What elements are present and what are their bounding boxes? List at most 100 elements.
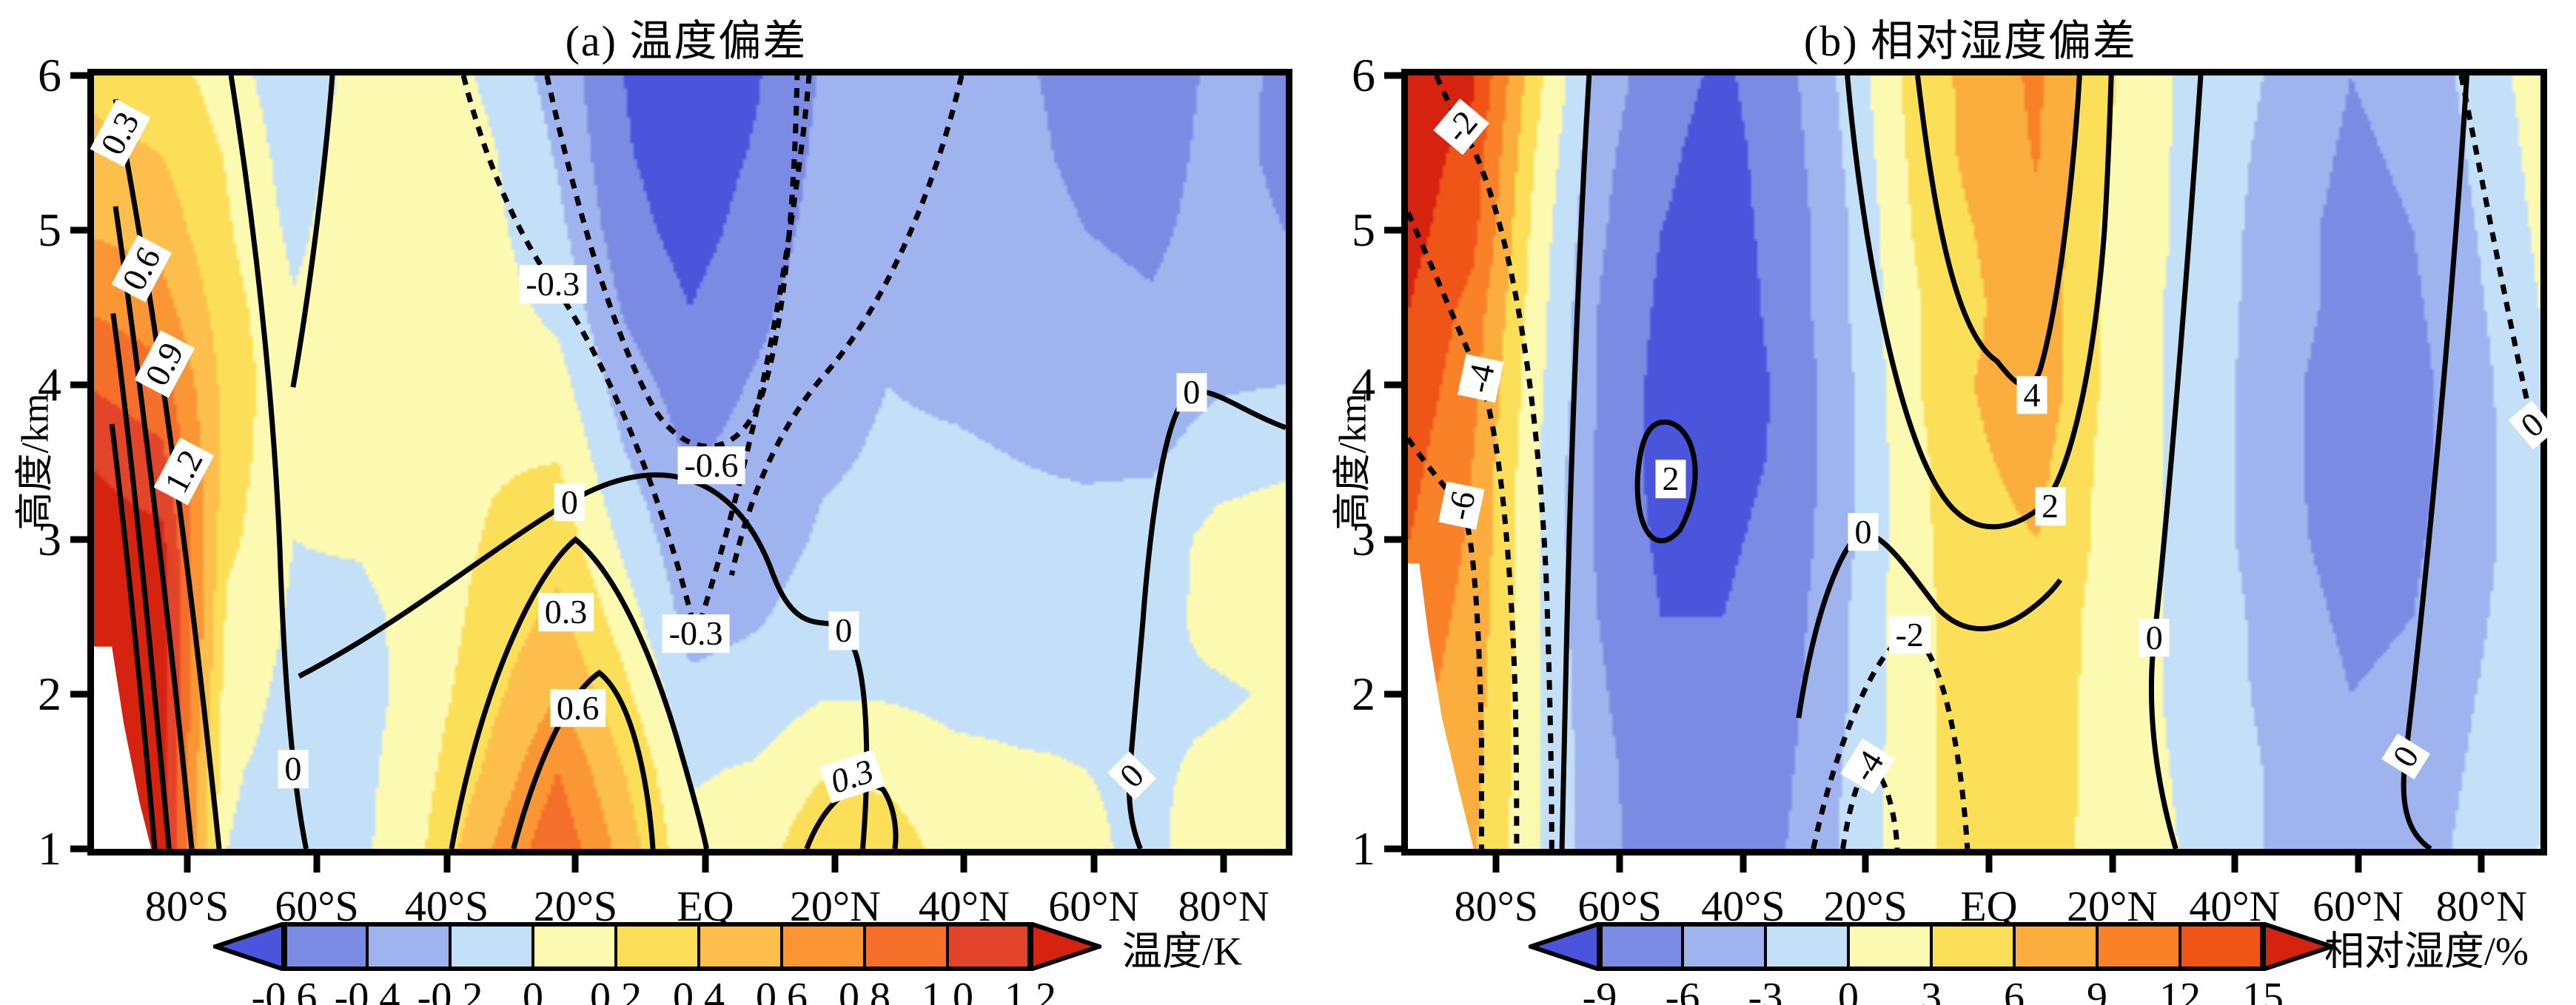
contour-line-0.9-left — [113, 314, 170, 849]
colorbar-cell — [697, 922, 783, 971]
contour-line-0-northeast — [1129, 391, 1286, 849]
panel-b-filled-contours — [1408, 75, 2540, 849]
colorbar-a — [213, 922, 1101, 971]
colorbar-tick-label: 9 — [2087, 975, 2107, 1005]
contour-line--4-mid — [1843, 765, 1897, 849]
colorbar-cell — [1847, 922, 1933, 971]
x-tick-mark — [1492, 849, 1500, 873]
colorbar-arrow-right — [1028, 922, 1101, 971]
colorbar-tick-label: 6 — [2004, 975, 2025, 1005]
y-tick-label: 6 — [1352, 49, 1375, 101]
colorbar-tick-label: 0.6 — [756, 975, 808, 1005]
y-tick-label: 2 — [1352, 668, 1375, 720]
x-tick-label: 80°S — [1454, 882, 1539, 930]
colorbar-tick-label: 0 — [523, 975, 543, 1005]
x-tick-label: 80°N — [1178, 882, 1269, 930]
y-tick-mark — [70, 72, 94, 79]
x-tick-mark — [831, 849, 839, 873]
x-tick-mark — [2355, 849, 2362, 873]
x-tick-label: 60°N — [2312, 882, 2404, 930]
x-tick-mark — [2109, 849, 2116, 873]
contour-line--2-left — [1436, 75, 1552, 849]
contour-line-0-mid — [299, 475, 867, 849]
panel-b-plot-area: -2 -4 -6 2 0 4 2 -2 0 -4 0 0 80°S 60°S 40°S 20°S EQ 20°N… — [1352, 49, 2557, 930]
contour-line-2-loop — [1637, 422, 1695, 541]
contour-line-0-right-edge — [2461, 75, 2532, 426]
y-tick-label: 1 — [1352, 822, 1375, 875]
contour-line-0.3-left — [115, 99, 219, 849]
y-tick-label: 3 — [1352, 513, 1375, 565]
x-tick-mark — [1220, 849, 1227, 873]
x-tick-mark — [960, 849, 967, 873]
contour-line--2-mid — [1814, 635, 1968, 849]
y-tick-label: 5 — [38, 204, 61, 256]
panel-a-contour-lines — [94, 75, 1286, 849]
colorbar-arrow-left — [1529, 922, 1602, 971]
contour-line-0-southern — [231, 75, 306, 849]
colorbar-a-unit: 温度/K — [1122, 929, 1242, 974]
colorbar-cell — [1930, 922, 2016, 971]
y-tick-mark — [1384, 536, 1408, 543]
panel-a-title: (a) 温度偏差 — [565, 17, 808, 65]
colorbar-tick-label: 12 — [2159, 975, 2201, 1005]
x-tick-mark — [1862, 849, 1869, 873]
colorbar-tick-label: 1.0 — [922, 975, 973, 1005]
colorbar-cell — [1764, 922, 1850, 971]
colorbar-tick-label: 15 — [2242, 975, 2284, 1005]
contour-line-0.3-mid — [452, 540, 707, 849]
colorbar-tick-label: -0.4 — [334, 975, 400, 1005]
colorbar-frame — [281, 922, 1033, 971]
y-tick-mark — [70, 690, 94, 698]
contour-line-0.6-mid — [514, 673, 653, 849]
y-tick-mark — [1384, 845, 1408, 853]
colorbar-tick-label: 0.4 — [673, 975, 725, 1005]
y-tick-mark — [1384, 690, 1408, 698]
colorbar-cell — [366, 922, 452, 971]
x-tick-mark — [1740, 849, 1747, 873]
x-tick-label: 60°N — [1048, 882, 1140, 930]
colorbar-tick-label: 0.8 — [839, 975, 890, 1005]
y-tick-label: 2 — [38, 668, 61, 720]
colorbar-cell — [946, 922, 1032, 971]
colorbar-cell — [2096, 922, 2181, 971]
y-tick-label: 4 — [38, 358, 61, 411]
contour-line-2-arch — [1848, 75, 2111, 527]
colorbar-b — [1529, 922, 2334, 971]
panel-b-terrain-mask — [1408, 563, 1474, 849]
x-tick-mark — [702, 849, 709, 873]
x-tick-mark — [1616, 849, 1623, 873]
colorbar-tick-label: -0.6 — [251, 975, 318, 1005]
x-tick-mark — [184, 849, 191, 873]
colorbar-tick-label: -3 — [1748, 975, 1783, 1005]
panel-a-y-axis-label: 高度/km — [14, 393, 57, 531]
colorbar-tick-label: -6 — [1665, 975, 1700, 1005]
contour-line-1.2-left — [112, 424, 155, 849]
colorbar-cell — [1598, 922, 1684, 971]
x-tick-label: 80°N — [2435, 882, 2527, 930]
y-tick-label: 4 — [1352, 358, 1375, 411]
colorbar-frame — [1597, 922, 2266, 971]
panel-b-contour-lines — [1408, 75, 2540, 849]
colorbar-cell — [863, 922, 949, 971]
panel-b-title: (b) 相对湿度偏差 — [1803, 17, 2138, 65]
panel-b-y-axis-label: 高度/km — [1332, 393, 1375, 531]
y-tick-label: 3 — [38, 513, 61, 565]
colorbar-cell — [780, 922, 866, 971]
contour-line--4-left — [1408, 212, 1517, 849]
x-tick-mark — [2478, 849, 2485, 873]
x-tick-mark — [443, 849, 451, 873]
y-tick-label: 1 — [38, 822, 61, 875]
y-tick-mark — [1384, 72, 1408, 79]
contour-line--0.3-north — [731, 75, 962, 575]
contour-line-4-arch — [1918, 75, 2080, 386]
y-tick-label: 5 — [1352, 204, 1375, 256]
colorbar-arrow-left — [213, 922, 286, 971]
colorbar-cell — [614, 922, 700, 971]
colorbar-cell — [449, 922, 534, 971]
colorbar-tick-label: -9 — [1582, 975, 1617, 1005]
colorbar-cell — [531, 922, 617, 971]
y-tick-mark — [1384, 226, 1408, 234]
panel-a-terrain-mask — [94, 646, 152, 849]
y-tick-mark — [70, 381, 94, 389]
